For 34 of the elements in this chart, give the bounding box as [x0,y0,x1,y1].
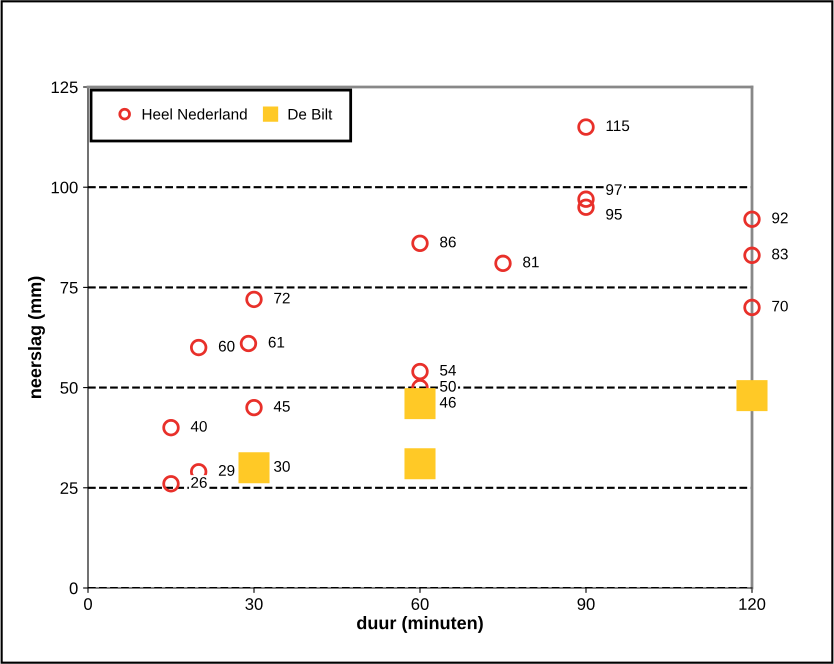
data-label: 54 [440,365,456,376]
data-label: 81 [523,256,539,268]
y-tick-label: 50 [60,382,78,394]
data-label: 70 [772,300,788,312]
data-label: 26 [191,477,207,488]
y-axis-title: neerslag (mm) [28,276,45,398]
data-label: 29 [218,465,234,476]
y-tick-label: 75 [60,282,78,294]
data-label: 92 [772,212,788,224]
data-label: 115 [606,120,630,132]
data-label: 97 [606,184,622,195]
data-label: 46 [440,396,456,408]
data-label: 45 [274,401,290,412]
legend-label: De Bilt [288,108,332,120]
x-tick-label: 0 [84,598,92,610]
data-label: 61 [268,336,284,348]
x-tick-label: 90 [578,598,595,610]
data-label: 60 [218,340,235,352]
y-tick-label: 125 [52,81,78,94]
y-tick-label: 100 [52,182,78,194]
y-tick-label: 0 [70,582,78,594]
data-label: 86 [440,236,456,248]
y-tick-label: 25 [60,482,78,494]
legend-label: Heel Nederland [142,108,247,120]
x-tick-label: 120 [739,598,766,610]
data-label: 30 [274,461,290,472]
x-axis-title: duur (minuten) [357,616,483,633]
x-tick-label: 30 [245,598,263,610]
x-tick-label: 60 [412,598,429,610]
data-label: 95 [606,208,622,220]
data-label: 50 [440,380,456,392]
data-label: 40 [190,420,207,432]
data-label: 72 [274,292,290,304]
data-label: 83 [772,248,788,260]
